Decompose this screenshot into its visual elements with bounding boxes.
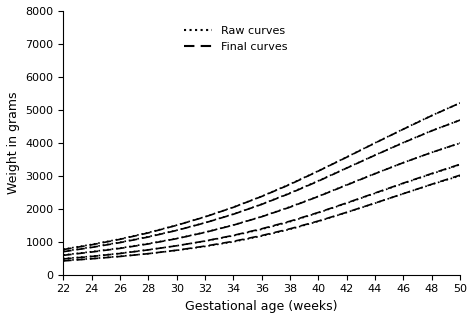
Legend: Raw curves, Final curves: Raw curves, Final curves [180,22,292,56]
X-axis label: Gestational age (weeks): Gestational age (weeks) [185,300,338,313]
Y-axis label: Weight in grams: Weight in grams [7,92,20,194]
